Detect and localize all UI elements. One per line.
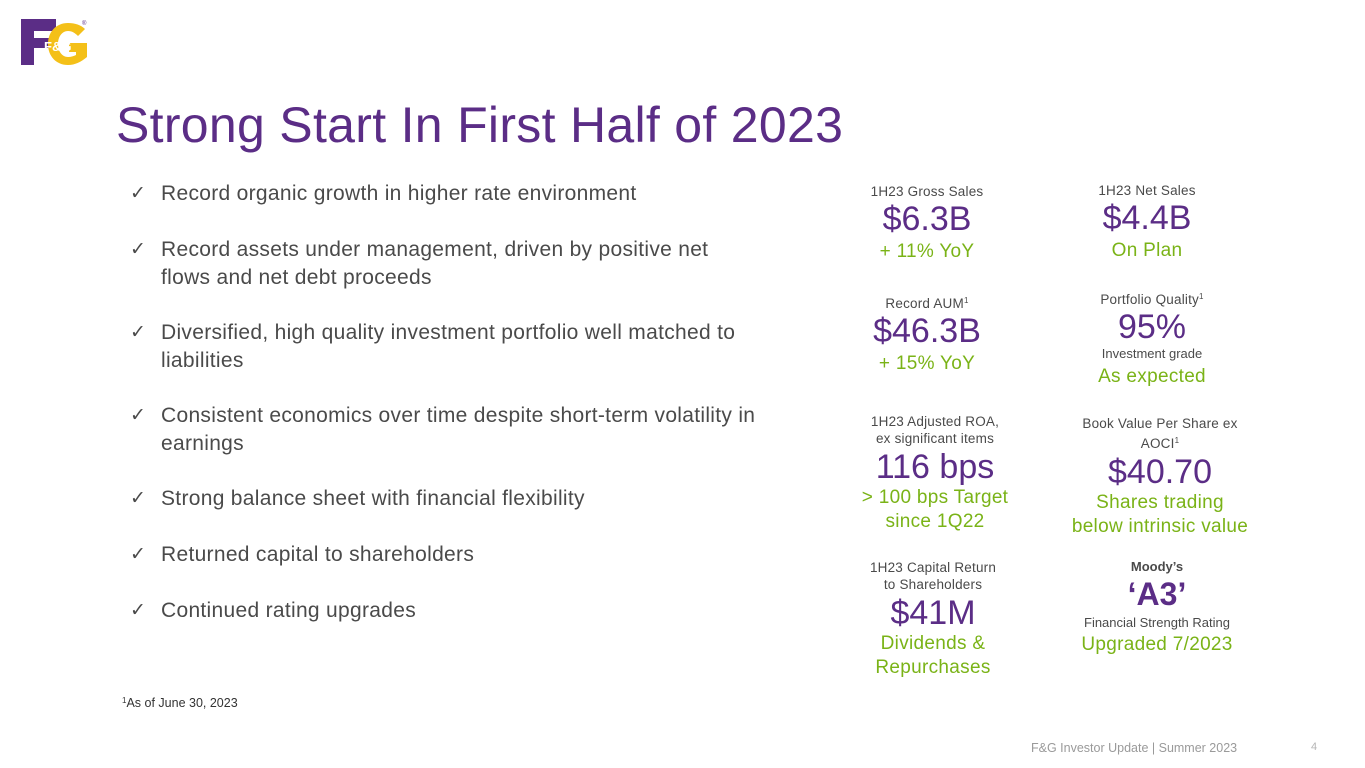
metric-label-line2: AOCI1 bbox=[1140, 436, 1180, 451]
metric-subtext: + 11% YoY bbox=[879, 241, 975, 262]
metric-subtext-line2: since 1Q22 bbox=[885, 511, 985, 532]
metric-adjusted-roa: 1H23 Adjusted ROA, ex significant items … bbox=[825, 413, 1045, 534]
metric-value: 95% bbox=[1117, 308, 1187, 346]
list-item-text: Record assets under management, driven b… bbox=[161, 238, 709, 289]
list-item-text: Continued rating upgrades bbox=[161, 599, 417, 622]
metric-subtext: > 100 bps Target bbox=[861, 487, 1009, 508]
checkmark-icon: ✓ bbox=[130, 488, 147, 509]
metric-label-line2: to Shareholders bbox=[883, 577, 983, 592]
metric-label: 1H23 Adjusted ROA, bbox=[870, 414, 1000, 429]
rating-agency: Moody’s bbox=[1130, 559, 1184, 574]
metric-note: Financial Strength Rating bbox=[1084, 615, 1230, 630]
metric-value: $40.70 bbox=[1108, 453, 1212, 491]
metric-subtext-line2: below intrinsic value bbox=[1071, 516, 1249, 537]
metric-note: Investment grade bbox=[1101, 346, 1203, 361]
metric-subtext: Dividends & bbox=[880, 633, 986, 654]
footer-text: F&G Investor Update | Summer 2023 bbox=[1031, 741, 1238, 755]
metric-aum: Record AUM1 $46.3B + 15% YoY bbox=[817, 292, 1037, 376]
metric-capital-return: 1H23 Capital Return to Shareholders $41M… bbox=[823, 559, 1043, 680]
checkmark-icon: ✓ bbox=[130, 322, 147, 343]
metric-gross-sales: 1H23 Gross Sales $6.3B + 11% YoY bbox=[817, 183, 1037, 264]
metric-value: 116 bps bbox=[875, 448, 995, 486]
metric-value: $6.3B bbox=[882, 200, 972, 238]
checkmark-icon: ✓ bbox=[130, 600, 147, 621]
list-item-text: Returned capital to shareholders bbox=[161, 543, 475, 566]
page-number: 4 bbox=[1311, 741, 1318, 753]
logo-registered-mark: ® bbox=[82, 20, 87, 27]
checkmark-icon: ✓ bbox=[130, 405, 147, 426]
metric-value: $4.4B bbox=[1102, 199, 1192, 237]
list-item-text: Consistent economics over time despite s… bbox=[161, 404, 756, 455]
metric-label: Book Value Per Share ex bbox=[1082, 416, 1238, 431]
metric-subtext: Upgraded 7/2023 bbox=[1081, 634, 1233, 655]
metric-subtext: + 15% YoY bbox=[878, 353, 976, 374]
metric-subtext: Shares trading bbox=[1096, 492, 1224, 513]
list-item-text: Diversified, high quality investment por… bbox=[161, 321, 736, 372]
metric-net-sales: 1H23 Net Sales $4.4B On Plan bbox=[1037, 182, 1257, 263]
list-item-text: Record organic growth in higher rate env… bbox=[161, 182, 637, 205]
checkmark-icon: ✓ bbox=[130, 183, 147, 204]
page-title: Strong Start In First Half of 2023 bbox=[116, 97, 844, 153]
company-logo: F&G ® bbox=[20, 17, 90, 67]
metric-subtext: As expected bbox=[1098, 366, 1206, 387]
metric-moodys-rating: Moody’s ‘A3’ Financial Strength Rating U… bbox=[1047, 559, 1267, 657]
metric-label: 1H23 Capital Return bbox=[869, 560, 997, 575]
logo-text: F&G bbox=[44, 39, 71, 54]
checkmark-icon: ✓ bbox=[130, 544, 147, 565]
metric-label: Portfolio Quality1 bbox=[1100, 292, 1204, 307]
metric-label: Record AUM1 bbox=[885, 296, 969, 311]
metric-label-line2: ex significant items bbox=[875, 431, 995, 446]
metric-value: $46.3B bbox=[873, 312, 981, 350]
metric-subtext: On Plan bbox=[1111, 240, 1183, 261]
footnote: 1As of June 30, 2023 bbox=[122, 696, 238, 710]
list-item-text: Strong balance sheet with financial flex… bbox=[161, 487, 585, 510]
metric-portfolio-quality: Portfolio Quality1 95% Investment grade … bbox=[1042, 288, 1262, 389]
metric-label: 1H23 Gross Sales bbox=[870, 184, 984, 199]
metric-value: ‘A3’ bbox=[1127, 576, 1187, 612]
metric-value: $41M bbox=[890, 594, 976, 632]
checkmark-icon: ✓ bbox=[130, 239, 147, 260]
metric-subtext-line2: Repurchases bbox=[875, 657, 991, 678]
metric-book-value: Book Value Per Share ex AOCI1 $40.70 Sha… bbox=[1050, 415, 1270, 539]
metric-label: 1H23 Net Sales bbox=[1098, 183, 1196, 198]
